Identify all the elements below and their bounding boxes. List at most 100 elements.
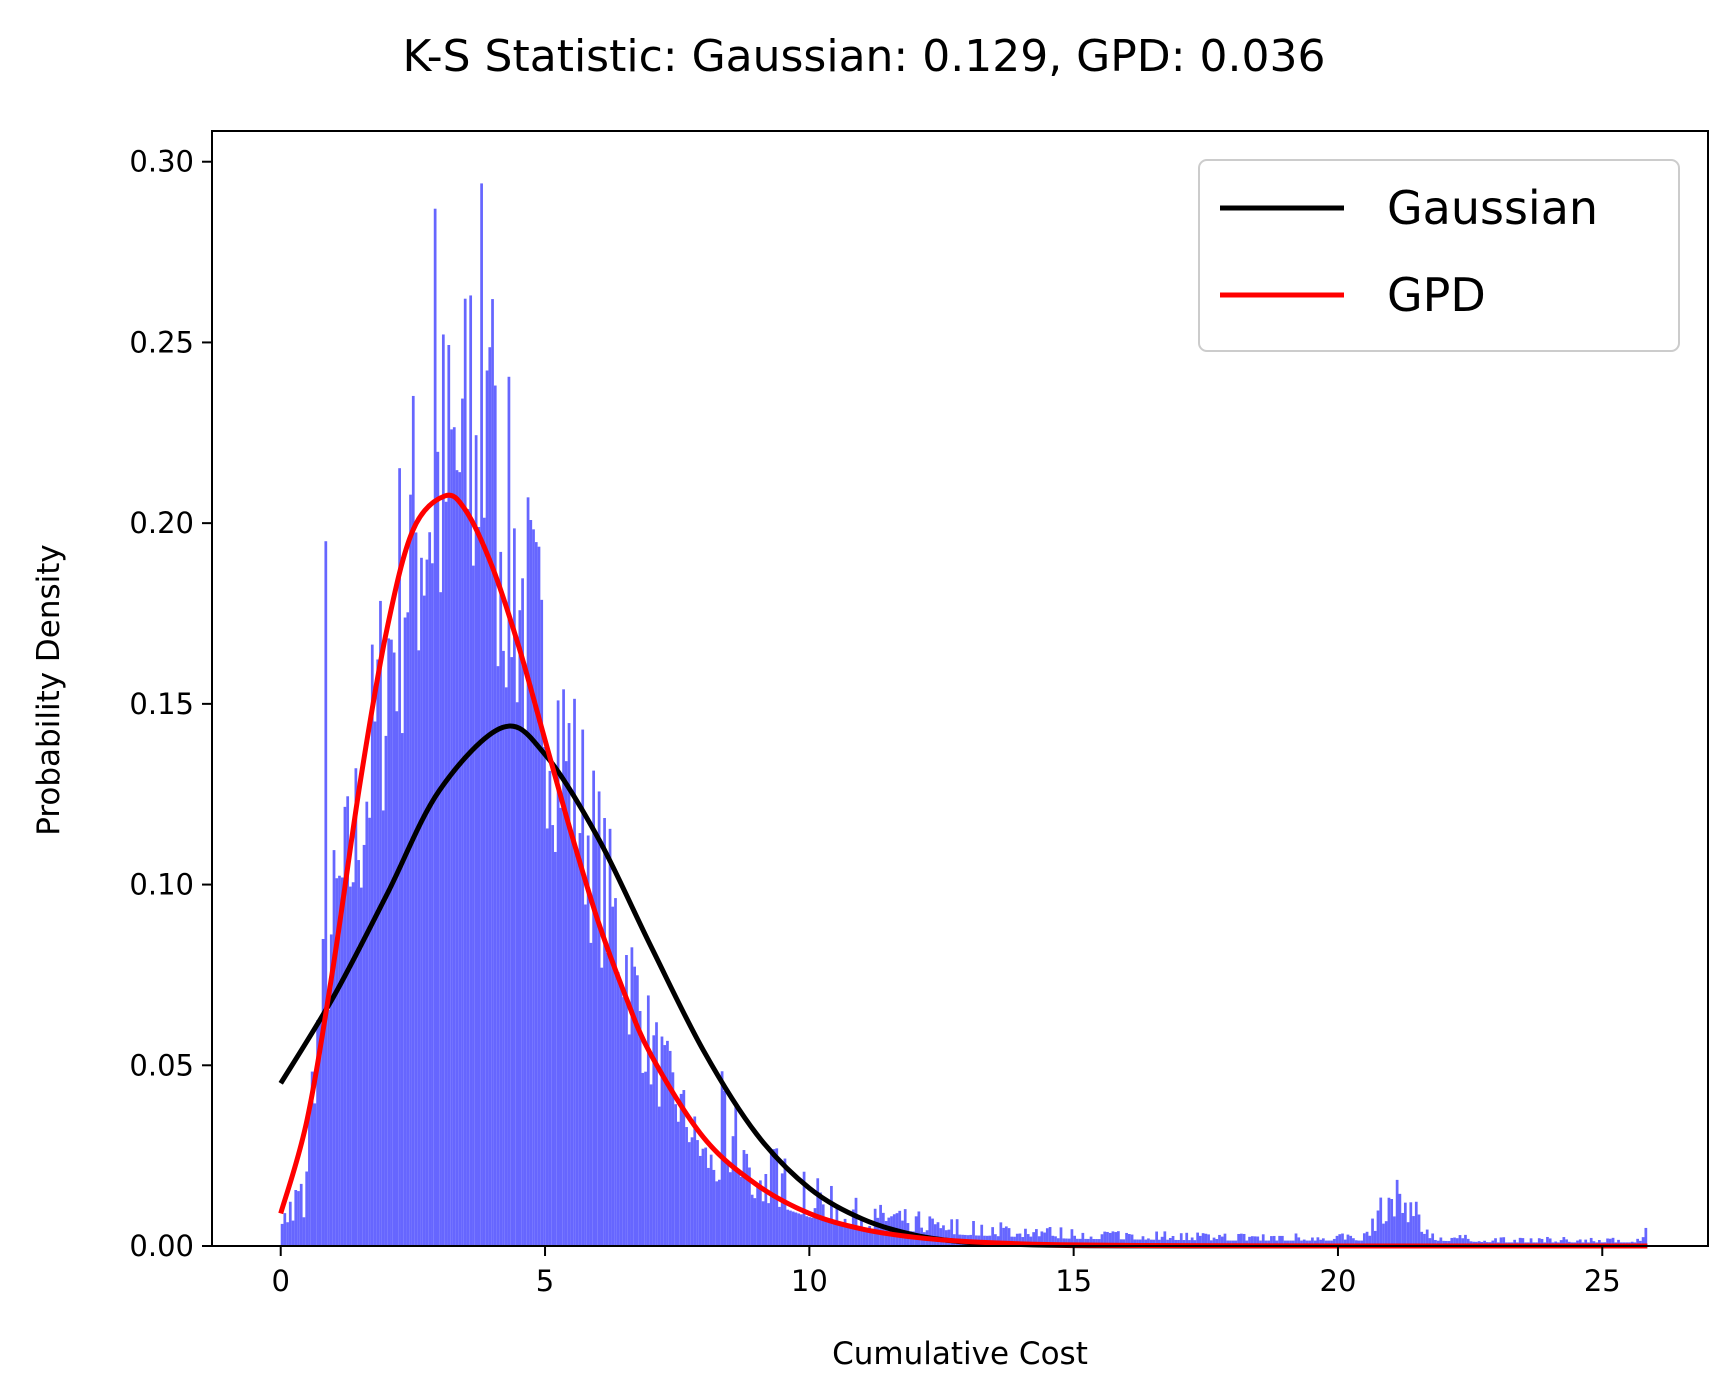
histogram-bar: [398, 468, 401, 1246]
histogram-bar: [1275, 1240, 1279, 1246]
histogram-bar: [485, 370, 489, 1246]
histogram-bar: [562, 689, 565, 1246]
histogram-bar: [663, 1045, 667, 1246]
histogram-bar: [748, 1167, 751, 1246]
histogram-bar: [846, 1224, 850, 1246]
histogram-bar: [742, 1150, 746, 1246]
histogram-bar: [554, 851, 557, 1246]
histogram-bar: [1207, 1234, 1210, 1246]
histogram-bar: [346, 796, 350, 1246]
histogram-bar: [1360, 1240, 1363, 1246]
histogram-bar: [1466, 1238, 1470, 1246]
histogram-bar: [1332, 1238, 1336, 1246]
histogram-bar: [521, 578, 524, 1246]
histogram-bar: [701, 1148, 705, 1246]
histogram-bar: [816, 1178, 820, 1246]
legend-label: Gaussian: [1387, 181, 1598, 235]
histogram-bar: [1365, 1231, 1369, 1246]
histogram-bar: [515, 702, 519, 1246]
histogram-bar: [1185, 1232, 1189, 1246]
histogram-bar: [507, 376, 511, 1246]
histogram-bar: [1376, 1210, 1380, 1246]
histogram-bar: [731, 1136, 735, 1246]
histogram-bar: [499, 551, 503, 1246]
histogram-bar: [1548, 1238, 1552, 1246]
histogram-bar: [955, 1219, 959, 1246]
histogram-bar: [321, 938, 325, 1246]
histogram-bar: [679, 1093, 683, 1246]
histogram-bar: [1349, 1235, 1353, 1246]
chart-title: K-S Statistic: Gaussian: 0.129, GPD: 0.0…: [403, 31, 1326, 82]
histogram-bar: [1540, 1238, 1544, 1246]
histogram-bar: [1417, 1214, 1421, 1246]
y-axis-label: Probability Density: [31, 544, 67, 836]
histogram-bar: [1253, 1236, 1257, 1246]
histogram-bar: [1144, 1239, 1148, 1246]
histogram-bar: [1035, 1229, 1038, 1246]
histogram-bar: [1158, 1239, 1161, 1246]
histogram-bar: [1321, 1238, 1325, 1246]
histogram-bar: [1494, 1238, 1497, 1246]
histogram-bar: [493, 385, 497, 1246]
histogram-bar: [972, 1221, 975, 1246]
histogram-bar: [1024, 1228, 1027, 1246]
histogram-bar: [726, 1162, 729, 1246]
histogram-bar: [1387, 1197, 1391, 1246]
histogram-bar: [395, 711, 399, 1246]
histogram-bar: [1067, 1238, 1071, 1246]
histogram-bar: [991, 1227, 995, 1246]
histogram-bar: [778, 1206, 781, 1246]
histogram-bar: [357, 860, 360, 1246]
histogram-bar: [1434, 1239, 1437, 1246]
histogram-bar: [534, 542, 538, 1246]
histogram-bar: [1338, 1234, 1342, 1246]
histogram-bar: [1177, 1239, 1180, 1246]
histogram-bar: [832, 1222, 836, 1246]
y-tick-label: 0.20: [129, 506, 194, 540]
histogram-bar: [1373, 1230, 1377, 1246]
histogram-bar: [709, 1154, 713, 1246]
histogram-bar: [810, 1217, 814, 1246]
histogram-bar: [1562, 1237, 1566, 1246]
histogram-bar: [302, 1217, 306, 1246]
histogram-bar: [1018, 1233, 1022, 1246]
histogram-bar: [1420, 1231, 1424, 1246]
histogram-bar: [655, 1022, 658, 1246]
histogram-bar: [652, 1035, 656, 1246]
histogram-bar: [687, 1142, 691, 1246]
histogram-bar: [1122, 1239, 1126, 1246]
histogram-bar: [1004, 1226, 1008, 1246]
histogram-bar: [308, 1112, 311, 1246]
histogram-bar: [649, 1084, 653, 1246]
histogram-bar: [597, 791, 601, 1246]
histogram-bar: [1311, 1237, 1314, 1246]
histogram-bar: [1179, 1233, 1183, 1246]
histogram-bar: [1119, 1239, 1123, 1246]
histogram-bar: [1436, 1240, 1440, 1246]
histogram-bar: [857, 1227, 861, 1246]
histogram-bar: [1455, 1238, 1459, 1246]
histogram-bar: [540, 599, 544, 1246]
histogram-bar: [1043, 1232, 1046, 1246]
histogram-bar: [1431, 1233, 1435, 1246]
histogram-bar: [1149, 1239, 1153, 1246]
histogram-bar: [622, 997, 626, 1246]
histogram-bar: [567, 723, 571, 1246]
histogram-bar: [693, 1116, 697, 1246]
y-tick-label: 0.15: [129, 687, 194, 721]
histogram-bar: [767, 1203, 770, 1246]
histogram-bar: [674, 1104, 677, 1246]
histogram-bar: [614, 898, 617, 1246]
histogram-bar: [417, 650, 421, 1246]
histogram-bar: [1439, 1237, 1443, 1246]
histogram-bar: [584, 904, 587, 1246]
histogram-bar: [294, 1190, 298, 1246]
histogram-bar: [1518, 1237, 1522, 1246]
histogram-bar: [518, 610, 522, 1246]
histogram-bar: [1220, 1236, 1224, 1246]
histogram-bar: [1114, 1232, 1118, 1246]
histogram-bar: [625, 955, 628, 1246]
histogram-bar: [666, 1040, 669, 1246]
histogram-bar: [343, 806, 347, 1246]
histogram-bar: [1283, 1240, 1287, 1246]
